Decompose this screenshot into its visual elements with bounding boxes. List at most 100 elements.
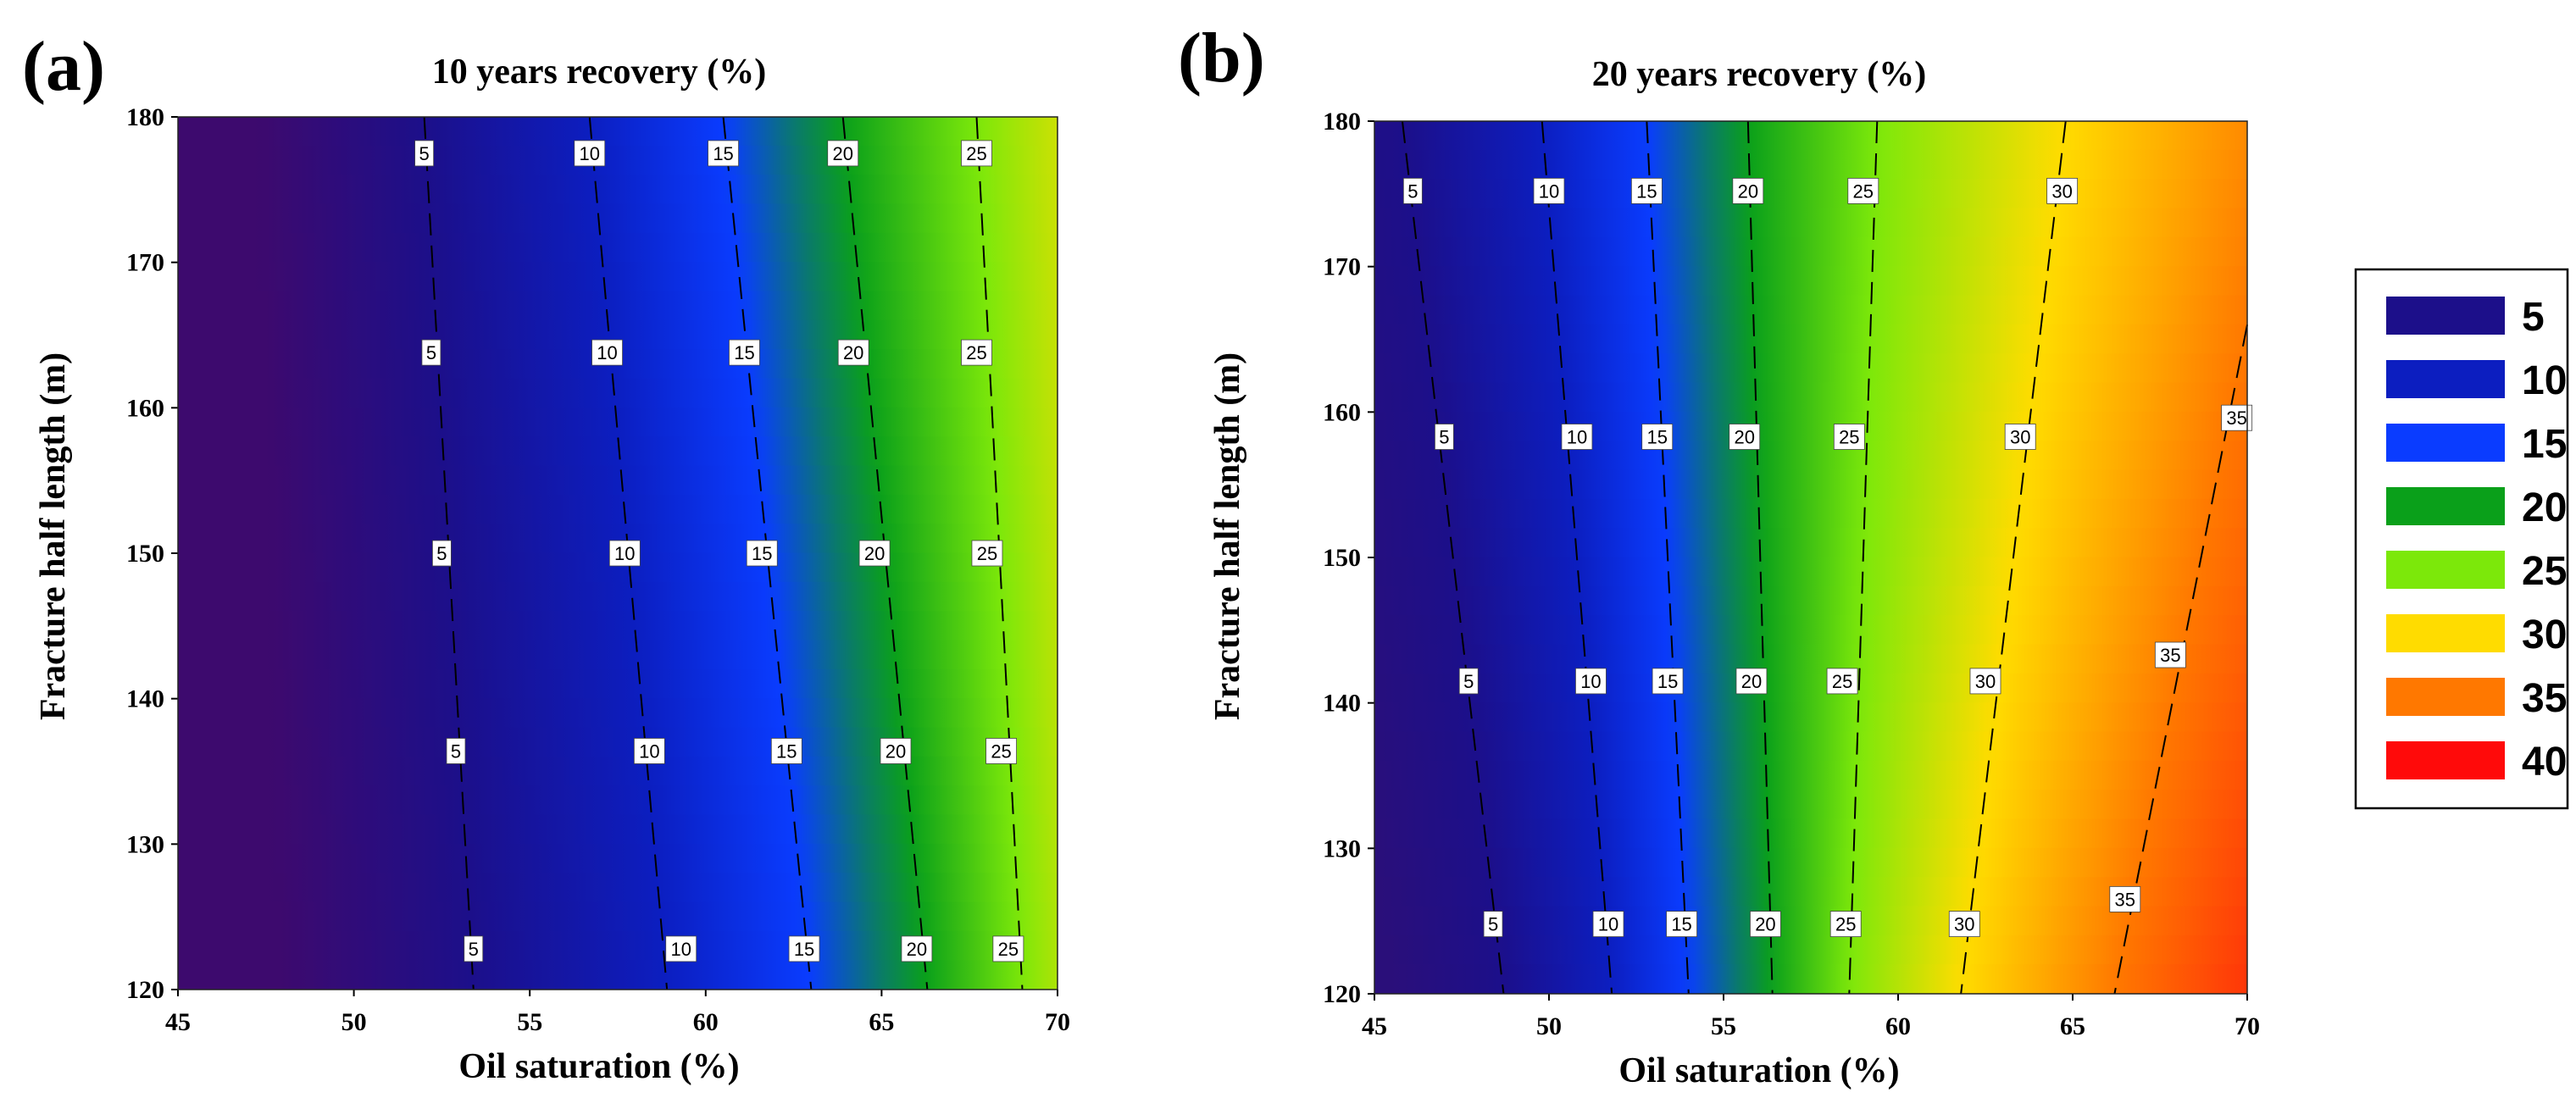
contour-label-25: 25 <box>1833 424 1865 450</box>
panel-a-field-strip <box>178 873 1058 903</box>
panel-b-y-ticks: 120 130 140 150 160 170 180 <box>1323 108 1374 1008</box>
panel-b-field-strip <box>1374 324 2247 355</box>
panel-a-field-strip <box>178 465 1058 496</box>
svg-text:10: 10 <box>614 543 635 564</box>
panel-b-letter: (b) <box>1178 19 1265 97</box>
contour-label-35: 35 <box>2109 886 2141 912</box>
panel-b-x-ticks: 45 50 55 60 65 70 <box>1362 994 2260 1040</box>
panel-b-field-strip <box>1374 149 2247 180</box>
legend-label: 20 <box>2522 485 2567 530</box>
legend-item-35: 35 <box>2386 676 2567 721</box>
contour-label-25: 25 <box>961 339 992 366</box>
svg-text:20: 20 <box>843 342 863 363</box>
panel-b-field-strip <box>1374 615 2247 646</box>
panel-a-plot-area <box>177 116 1058 990</box>
contour-label-30: 30 <box>1948 911 1980 937</box>
svg-text:15: 15 <box>1636 180 1657 202</box>
panel-b-field-strip <box>1374 934 2247 966</box>
x-tick-label: 50 <box>1536 1012 1562 1040</box>
panel-a-field-strip <box>178 145 1058 176</box>
panel-a-field-strip <box>178 262 1058 292</box>
svg-text:15: 15 <box>734 342 754 363</box>
panel-a-field-strip <box>178 494 1058 525</box>
contour-label-15: 15 <box>770 738 802 764</box>
contour-label-5: 5 <box>464 935 484 962</box>
contour-label-20: 20 <box>1735 668 1768 695</box>
panel-a-field-strip <box>178 960 1058 990</box>
panel-a-field-strip <box>178 698 1058 729</box>
svg-text:25: 25 <box>1853 180 1874 202</box>
contour-label-15: 15 <box>1641 424 1674 450</box>
contour-label-10: 10 <box>1592 911 1624 937</box>
panel-a-x-axis-title: Oil saturation (%) <box>458 1047 739 1086</box>
x-tick-label: 45 <box>165 1008 191 1036</box>
contour-line-20 <box>1746 120 1774 995</box>
x-tick-label: 65 <box>2060 1012 2085 1040</box>
panel-a-title: 10 years recovery (%) <box>432 53 767 91</box>
panel-a-field-strip <box>178 785 1058 816</box>
y-tick-label: 140 <box>126 685 164 713</box>
contour-label-20: 20 <box>837 339 869 366</box>
svg-text:15: 15 <box>752 543 772 564</box>
x-tick-label: 70 <box>1045 1008 1070 1036</box>
panel-b-field-strip <box>1374 557 2247 587</box>
legend-label: 15 <box>2522 422 2567 467</box>
contour-label-15: 15 <box>1666 911 1697 937</box>
svg-text:5: 5 <box>1463 671 1474 692</box>
svg-text:5: 5 <box>1488 914 1498 935</box>
legend-swatch <box>2386 424 2505 462</box>
panel-b-field-strip <box>1374 353 2247 384</box>
panel-b-field-strip <box>1374 644 2247 674</box>
panel-b-title: 20 years recovery (%) <box>1592 55 1927 94</box>
panel-a-field-strip <box>178 407 1058 438</box>
panel-b-field-strip <box>1374 790 2247 820</box>
panel-a-y-axis-title: Fracture half length (m) <box>34 352 73 720</box>
contour-label-10: 10 <box>1575 668 1607 695</box>
panel-b-field-strip <box>1374 498 2247 530</box>
svg-text:5: 5 <box>451 740 461 762</box>
contour-label-20: 20 <box>827 140 859 167</box>
svg-text:20: 20 <box>832 143 852 164</box>
svg-text:25: 25 <box>998 939 1019 960</box>
svg-text:15: 15 <box>794 939 814 960</box>
panel-b-field-strip <box>1374 847 2247 879</box>
svg-text:5: 5 <box>1407 180 1418 202</box>
contour-label-25: 25 <box>985 738 1017 764</box>
legend-swatch <box>2386 678 2505 716</box>
panel-b-plot-area <box>1374 120 2248 995</box>
svg-text:30: 30 <box>2010 427 2030 448</box>
contour-label-30: 30 <box>2004 424 2036 450</box>
legend-items: 5 10 15 20 25 30 35 40 <box>2386 295 2567 785</box>
svg-text:25: 25 <box>1832 671 1852 692</box>
legend-label: 30 <box>2522 613 2567 657</box>
contour-label-20: 20 <box>1750 911 1781 937</box>
legend-swatch <box>2386 360 2505 398</box>
panel-a-field-strip <box>178 727 1058 757</box>
contour-label-15: 15 <box>788 935 820 962</box>
svg-text:5: 5 <box>426 342 436 363</box>
panel-a-field-strip <box>178 232 1058 263</box>
svg-text:5: 5 <box>469 939 479 960</box>
svg-text:15: 15 <box>1646 427 1667 448</box>
y-tick-label: 120 <box>1323 980 1361 1008</box>
contour-label-5: 5 <box>1458 668 1479 695</box>
svg-text:15: 15 <box>1671 914 1691 935</box>
legend-item-30: 30 <box>2386 613 2567 657</box>
contour-label-10: 10 <box>1533 177 1565 204</box>
panel-a-field-strip <box>178 175 1058 205</box>
panel-a-field-strip <box>178 291 1058 321</box>
legend-swatch <box>2386 297 2505 335</box>
legend: 5 10 15 20 25 30 35 40 <box>2354 268 2569 810</box>
panel-b-field-strip <box>1374 469 2247 500</box>
svg-text:20: 20 <box>907 939 927 960</box>
svg-text:30: 30 <box>1954 914 1974 935</box>
contour-line-10 <box>1541 120 1613 995</box>
svg-text:20: 20 <box>1734 427 1754 448</box>
panel-b: (b) 20 years recovery (%) 55551010101015… <box>1178 19 2260 1090</box>
panel-b-field-strip <box>1374 236 2247 268</box>
y-tick-label: 120 <box>126 976 164 1004</box>
contour-label-15: 15 <box>1652 668 1684 695</box>
y-tick-label: 160 <box>126 394 164 422</box>
contour-label-10: 10 <box>608 540 641 567</box>
x-tick-label: 60 <box>1885 1012 1911 1040</box>
